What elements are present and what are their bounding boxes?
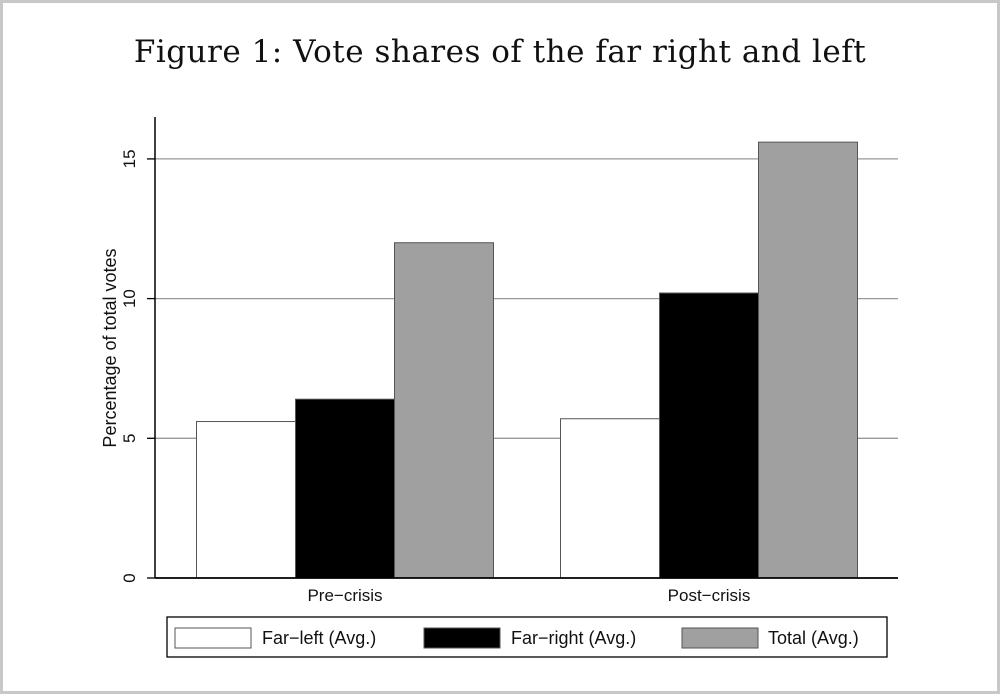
legend-swatch: [174, 627, 252, 649]
bar: [196, 421, 296, 579]
legend-swatch: [681, 627, 759, 649]
axes: [154, 117, 898, 579]
x-tick-label: Pre−crisis: [307, 586, 382, 605]
y-tick-label: 10: [120, 289, 139, 308]
bar: [560, 418, 660, 579]
legend-label: Far−left (Avg.): [262, 628, 376, 648]
legend-box: [166, 616, 888, 658]
legend: Far−left (Avg.) Far−right (Avg.) Total (Av…: [166, 616, 888, 658]
y-tick-label: 5: [120, 434, 139, 443]
bar: [295, 398, 395, 579]
bar: [394, 242, 494, 579]
y-tick-label: 15: [120, 149, 139, 168]
tick-labels: 0 5 10 15 Pre−crisis Post−crisis: [120, 149, 750, 605]
chart-title: Figure 1: Vote shares of the far right a…: [133, 34, 867, 70]
bars: [196, 141, 858, 579]
legend-swatch: [423, 627, 501, 649]
y-axis-label: Percentage of total votes: [100, 248, 120, 447]
x-tick-label: Post−crisis: [668, 586, 751, 605]
legend-label: Total (Avg.): [768, 628, 859, 648]
bar: [758, 141, 858, 579]
y-tick-label: 0: [120, 573, 139, 582]
bar: [659, 292, 759, 579]
legend-label: Far−right (Avg.): [511, 628, 636, 648]
